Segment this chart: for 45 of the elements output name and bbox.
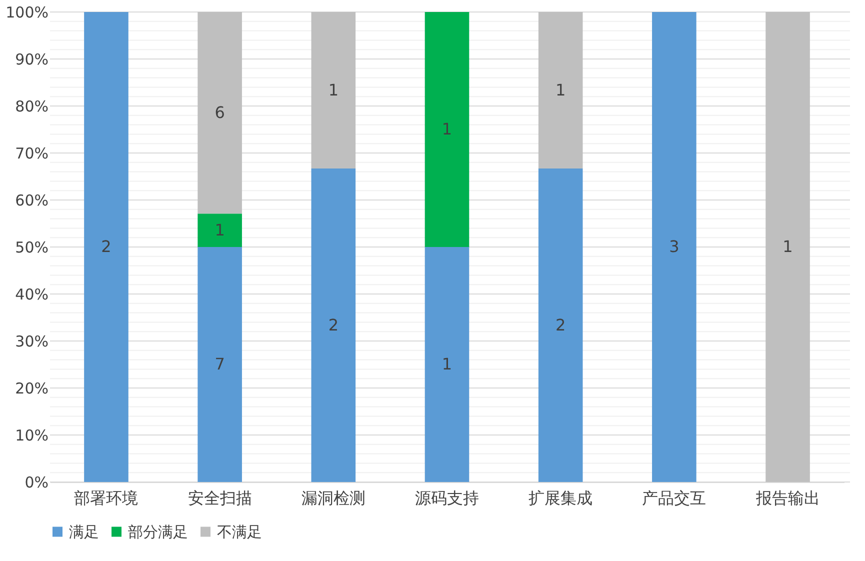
annotation: 2 bbox=[555, 315, 566, 334]
annotation: 1 bbox=[328, 80, 339, 100]
bar bbox=[198, 214, 242, 247]
annotation: 1 bbox=[555, 80, 566, 100]
bar bbox=[424, 12, 470, 247]
x-tick-label: 扩展集成 bbox=[528, 488, 593, 508]
y-tick-label: 40% bbox=[15, 286, 48, 304]
annotation: 2 bbox=[101, 237, 112, 256]
bar bbox=[766, 12, 810, 482]
bar bbox=[311, 12, 356, 169]
bar bbox=[538, 168, 583, 482]
legend-label: 部分满足 bbox=[128, 522, 188, 541]
annotation: 1 bbox=[442, 354, 452, 374]
bar bbox=[538, 12, 583, 169]
y-tick-label: 50% bbox=[15, 238, 48, 256]
x-tick-label: 报告输出 bbox=[754, 488, 820, 508]
y-tick-label: 80% bbox=[15, 98, 48, 116]
bar bbox=[198, 247, 242, 482]
bar bbox=[198, 12, 242, 214]
x-tick-label: 安全扫描 bbox=[188, 488, 252, 508]
annotation: 6 bbox=[214, 102, 225, 122]
y-tick-label: 20% bbox=[15, 380, 48, 398]
x-tick-label: 部署环境 bbox=[74, 488, 138, 508]
legend-label: 不满足 bbox=[217, 522, 262, 541]
bar bbox=[424, 247, 470, 482]
annotation: 1 bbox=[214, 220, 225, 240]
annotation: 1 bbox=[442, 120, 452, 138]
legend-label: 满足 bbox=[69, 522, 99, 541]
x-tick-label: 源码支持 bbox=[415, 488, 479, 508]
y-tick-label: 0% bbox=[24, 474, 48, 492]
bar bbox=[652, 12, 696, 482]
y-tick-label: 90% bbox=[15, 50, 48, 68]
y-tick-label: 100% bbox=[6, 4, 48, 22]
x-tick-label: 产品交互 bbox=[642, 488, 706, 508]
x-tick-label: 漏洞检测 bbox=[301, 488, 366, 508]
bar bbox=[311, 168, 356, 482]
annotation: 7 bbox=[214, 354, 225, 374]
annotation: 1 bbox=[782, 237, 793, 256]
y-tick-label: 70% bbox=[15, 144, 48, 162]
bar bbox=[84, 12, 128, 482]
y-tick-label: 10% bbox=[15, 426, 48, 444]
annotation: 3 bbox=[669, 237, 680, 256]
y-tick-label: 30% bbox=[15, 332, 48, 350]
annotation: 2 bbox=[328, 315, 339, 334]
y-tick-label: 60% bbox=[15, 192, 48, 210]
